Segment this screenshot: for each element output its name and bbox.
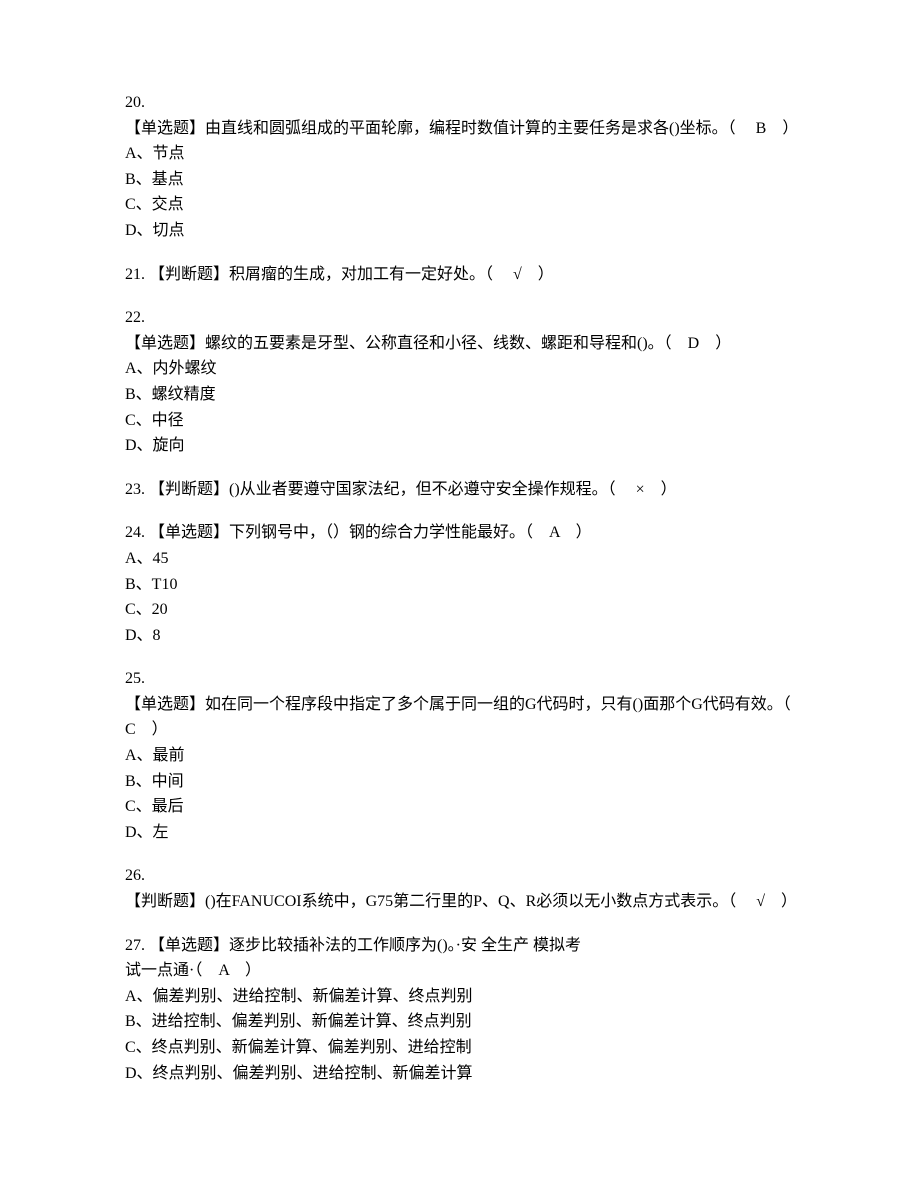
question-number: 22.: [125, 305, 795, 331]
option-a: A、偏差判别、进给控制、新偏差计算、终点判别: [125, 984, 795, 1010]
question-text: 21. 【判断题】积屑瘤的生成，对加工有一定好处。（ √ ）: [125, 262, 795, 288]
question-text: 【判断题】()在FANUCOI系统中，G75第二行里的P、Q、R必须以无小数点方…: [125, 889, 795, 915]
option-d: D、切点: [125, 218, 795, 244]
option-c: C、20: [125, 597, 795, 623]
question-text: 【单选题】由直线和圆弧组成的平面轮廓，编程时数值计算的主要任务是求各()坐标。（…: [125, 116, 795, 142]
question-number: 25.: [125, 666, 795, 692]
question-27: 27. 【单选题】逐步比较插补法的工作顺序为()。·安 全生产 模拟考 试一点通…: [125, 933, 795, 1087]
question-text-line2: 试一点通·（ A ）: [125, 958, 795, 984]
question-25: 25. 【单选题】如在同一个程序段中指定了多个属于同一组的G代码时，只有()面那…: [125, 666, 795, 845]
option-a: A、节点: [125, 141, 795, 167]
option-c: C、最后: [125, 794, 795, 820]
question-20: 20. 【单选题】由直线和圆弧组成的平面轮廓，编程时数值计算的主要任务是求各()…: [125, 90, 795, 244]
option-d: D、8: [125, 623, 795, 649]
option-b: B、螺纹精度: [125, 382, 795, 408]
option-b: B、T10: [125, 572, 795, 598]
question-number: 20.: [125, 90, 795, 116]
option-a: A、最前: [125, 743, 795, 769]
option-a: A、45: [125, 546, 795, 572]
option-c: C、中径: [125, 408, 795, 434]
question-21: 21. 【判断题】积屑瘤的生成，对加工有一定好处。（ √ ）: [125, 262, 795, 288]
option-c: C、终点判别、新偏差计算、偏差判别、进给控制: [125, 1035, 795, 1061]
option-d: D、左: [125, 820, 795, 846]
option-c: C、交点: [125, 192, 795, 218]
question-22: 22. 【单选题】螺纹的五要素是牙型、公称直径和小径、线数、螺距和导程和()。（…: [125, 305, 795, 459]
option-d: D、旋向: [125, 433, 795, 459]
option-d: D、终点判别、偏差判别、进给控制、新偏差计算: [125, 1061, 795, 1087]
option-b: B、进给控制、偏差判别、新偏差计算、终点判别: [125, 1009, 795, 1035]
question-text: 【单选题】如在同一个程序段中指定了多个属于同一组的G代码时，只有()面那个G代码…: [125, 692, 795, 743]
option-b: B、中间: [125, 769, 795, 795]
question-number: 26.: [125, 863, 795, 889]
question-text: 【单选题】螺纹的五要素是牙型、公称直径和小径、线数、螺距和导程和()。（ D ）: [125, 331, 795, 357]
question-text-line1: 27. 【单选题】逐步比较插补法的工作顺序为()。·安 全生产 模拟考: [125, 933, 795, 959]
question-text: 23. 【判断题】()从业者要遵守国家法纪，但不必遵守安全操作规程。（ × ）: [125, 477, 795, 503]
option-a: A、内外螺纹: [125, 356, 795, 382]
question-text: 24. 【单选题】下列钢号中，（）钢的综合力学性能最好。（ A ）: [125, 520, 795, 546]
question-26: 26. 【判断题】()在FANUCOI系统中，G75第二行里的P、Q、R必须以无…: [125, 863, 795, 914]
question-23: 23. 【判断题】()从业者要遵守国家法纪，但不必遵守安全操作规程。（ × ）: [125, 477, 795, 503]
question-24: 24. 【单选题】下列钢号中，（）钢的综合力学性能最好。（ A ） A、45 B…: [125, 520, 795, 648]
option-b: B、基点: [125, 167, 795, 193]
